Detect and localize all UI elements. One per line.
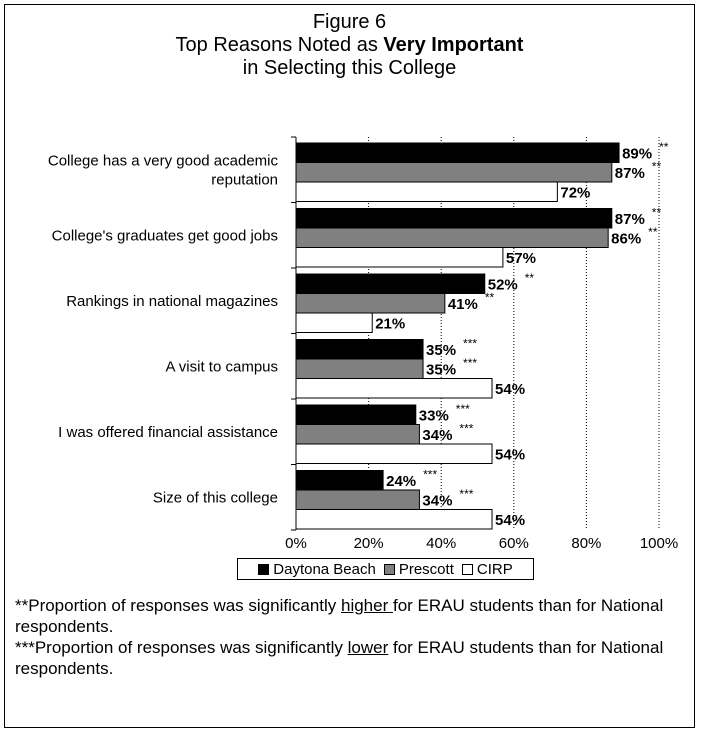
data-label: 87%: [615, 165, 645, 182]
category-label: Rankings in national magazines: [66, 293, 278, 310]
legend-swatch: [383, 563, 395, 575]
category-label: Size of this college: [153, 489, 278, 506]
note-higher-prefix: **Proportion of responses was significan…: [15, 596, 341, 615]
legend-item-cirp: CIRP: [461, 560, 513, 578]
bar-prescott: [295, 293, 446, 314]
note-higher: **Proportion of responses was significan…: [15, 595, 665, 637]
title-line-1: Figure 6: [312, 11, 387, 33]
legend-label: Daytona Beach: [273, 560, 376, 578]
significance-mark: ***: [456, 402, 470, 416]
legend-item-prescott: Prescott: [383, 560, 454, 578]
significance-mark: **: [659, 140, 669, 154]
chart-title: Figure 6 Top Reasons Noted as Very Impor…: [5, 11, 694, 80]
bar-prescott: [295, 424, 420, 445]
bar-cirp: [295, 181, 558, 202]
significance-mark: ***: [459, 487, 473, 501]
chart-legend: Daytona Beach Prescott CIRP: [237, 558, 534, 580]
data-label: 89%: [622, 146, 652, 163]
data-label: 24%: [386, 473, 416, 490]
legend-label: CIRP: [476, 560, 513, 578]
data-label: 34%: [422, 493, 452, 510]
category-label: College's graduates get good jobs: [52, 227, 278, 244]
legend-item-daytona-beach: Daytona Beach: [258, 561, 376, 578]
significance-mark: ***: [463, 337, 477, 351]
bar-daytona-beach: [295, 273, 486, 294]
title-line-2-prefix: Top Reasons Noted as: [175, 34, 384, 56]
note-lower-suffix: for ERAU students than for National resp…: [15, 638, 664, 678]
bar-cirp: [295, 378, 493, 399]
category-label: College has a very good academic: [48, 152, 279, 169]
bar-cirp: [295, 509, 493, 530]
title-line-2: Top Reasons Noted as Very Important: [5, 34, 694, 57]
data-label: 33%: [419, 408, 449, 425]
data-label: 54%: [495, 447, 525, 464]
title-line-3: in Selecting this College: [242, 57, 457, 79]
data-label: 34%: [422, 427, 452, 444]
data-label: 57%: [506, 250, 536, 267]
note-lower: ***Proportion of responses was significa…: [15, 637, 665, 679]
bar-prescott: [295, 489, 420, 510]
x-tick-label: 20%: [354, 535, 384, 552]
bar-daytona-beach: [295, 142, 620, 163]
significance-notes: **Proportion of responses was significan…: [15, 595, 665, 679]
x-tick-label: 100%: [640, 535, 678, 552]
figure-frame: Figure 6 Top Reasons Noted as Very Impor…: [4, 4, 695, 728]
bar-daytona-beach: [295, 208, 613, 229]
significance-mark: **: [648, 225, 658, 239]
data-label: 41%: [448, 296, 478, 313]
significance-mark: **: [525, 271, 535, 285]
significance-mark: ***: [459, 422, 473, 436]
legend-swatch: [461, 563, 473, 575]
data-label: 35%: [426, 362, 456, 379]
x-tick-label: 80%: [571, 535, 601, 552]
note-higher-emph: higher: [341, 596, 393, 615]
category-label: reputation: [211, 171, 278, 188]
category-label: I was offered financial assistance: [58, 424, 278, 441]
bar-prescott: [295, 358, 424, 379]
bar-daytona-beach: [295, 470, 384, 491]
data-label: 72%: [560, 185, 590, 202]
note-higher-suffix: for ERAU students than for National resp…: [15, 596, 664, 636]
bar-daytona-beach: [295, 404, 417, 425]
data-label: 54%: [495, 381, 525, 398]
bar-prescott: [295, 162, 613, 183]
note-lower-emph: lower: [347, 638, 389, 657]
significance-mark: ***: [423, 468, 437, 482]
category-label: A visit to campus: [165, 358, 278, 375]
significance-mark: **: [652, 160, 662, 174]
bar-daytona-beach: [295, 339, 424, 360]
legend-swatch: [258, 563, 270, 575]
significance-mark: ***: [463, 356, 477, 370]
data-label: 52%: [488, 277, 518, 294]
title-line-2-bold: Very Important: [383, 34, 524, 56]
data-label: 21%: [375, 316, 405, 333]
bar-cirp: [295, 247, 504, 268]
bar-prescott: [295, 227, 609, 248]
data-label: 35%: [426, 342, 456, 359]
x-tick-label: 0%: [285, 535, 307, 552]
data-label: 87%: [615, 211, 645, 228]
data-label: 54%: [495, 512, 525, 529]
bar-cirp: [295, 312, 373, 333]
significance-mark: **: [485, 291, 495, 305]
bar-cirp: [295, 443, 493, 464]
significance-mark: **: [652, 206, 662, 220]
legend-label: Prescott: [398, 560, 454, 578]
x-tick-label: 40%: [426, 535, 456, 552]
x-tick-label: 60%: [499, 535, 529, 552]
note-lower-prefix: ***Proportion of responses was significa…: [15, 638, 348, 657]
data-label: 86%: [611, 231, 641, 248]
